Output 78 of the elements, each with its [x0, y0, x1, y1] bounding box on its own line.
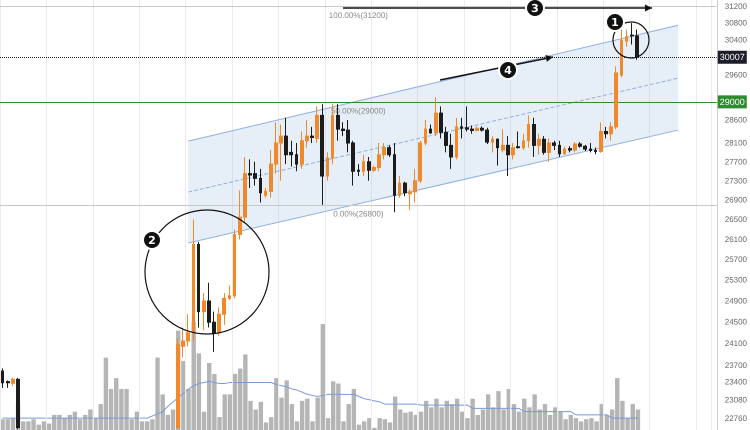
candlestick	[315, 106, 319, 144]
y-tick-label: 24100	[724, 339, 748, 348]
candlestick	[202, 292, 206, 331]
candlestick	[599, 122, 603, 154]
candlestick	[264, 187, 267, 198]
ref-line-label: 100.00%(31200)	[328, 10, 388, 20]
candlestick	[620, 29, 623, 78]
candlestick	[527, 114, 530, 148]
candlestick	[455, 117, 458, 160]
candlestick	[310, 126, 314, 144]
candlestick	[429, 124, 432, 134]
candlestick	[511, 142, 515, 160]
y-tick-label: 24500	[724, 318, 748, 327]
candlestick	[552, 140, 556, 151]
ref-line-label: 30007	[720, 52, 745, 62]
y-tick-label: 25700	[724, 255, 748, 264]
y-tick-label: 26100	[724, 235, 748, 244]
candlestick	[573, 142, 577, 153]
candlestick	[604, 126, 608, 139]
candlestick	[568, 146, 572, 153]
y-tick-label: 30800	[724, 18, 748, 28]
candlestick	[1, 368, 4, 388]
y-tick-label: 23080	[724, 396, 748, 405]
candlestick	[491, 136, 494, 153]
candlestick	[475, 126, 479, 132]
annotation: 4	[504, 64, 512, 77]
candlestick	[542, 136, 546, 156]
candlestick	[434, 96, 438, 137]
y-tick-label: 22760	[724, 414, 748, 423]
y-tick-label: 29600	[724, 70, 748, 80]
y-tick-label: 31200	[724, 2, 748, 11]
candlestick	[547, 138, 551, 162]
candlestick	[11, 377, 15, 387]
candlestick	[532, 117, 536, 158]
candlestick	[367, 156, 371, 182]
candlestick	[326, 152, 329, 182]
candlestick	[387, 144, 391, 158]
annotation: 1	[611, 16, 619, 29]
y-tick-label: 23400	[724, 378, 748, 387]
candlestick	[516, 130, 520, 150]
candlestick	[589, 142, 592, 153]
y-tick-label: 26900	[724, 196, 748, 205]
candlestick	[496, 138, 499, 166]
candlestick	[563, 146, 566, 156]
y-tick-label: 28600	[724, 115, 748, 124]
candlestick	[537, 133, 541, 156]
annotation: 2	[148, 234, 156, 247]
candlestick	[362, 154, 365, 176]
candlestick	[197, 242, 200, 328]
candlestick	[403, 181, 407, 197]
candlestick	[424, 119, 427, 146]
candlestick	[6, 380, 10, 388]
y-tick-label: 26500	[724, 215, 748, 224]
candlestick	[393, 142, 396, 213]
ref-line-label: 29000	[720, 96, 745, 107]
candlestick	[522, 133, 525, 151]
y-tick-label: 30400	[724, 36, 748, 45]
candlestick	[233, 229, 236, 299]
y-tick-label: 27300	[724, 176, 748, 186]
candlestick	[295, 142, 298, 172]
annotation: 3	[531, 2, 539, 15]
candlestick	[398, 175, 401, 198]
candlestick	[228, 284, 231, 300]
candlestick	[501, 128, 505, 153]
y-tick-label: 25300	[724, 276, 748, 285]
candlestick	[320, 104, 324, 206]
y-tick-label: 28100	[724, 138, 748, 148]
y-tick-label: 27700	[724, 157, 748, 166]
candlestick	[357, 164, 360, 176]
candlestick	[558, 140, 561, 158]
ref-line-label: 0.00%(26800)	[333, 209, 384, 218]
y-tick-label: 23700	[724, 361, 748, 370]
y-tick-label: 24900	[724, 296, 748, 306]
candlestick	[625, 29, 628, 48]
candlestick	[594, 147, 597, 155]
candlestick	[506, 136, 510, 176]
candlestick	[460, 117, 463, 139]
candlestick	[259, 168, 262, 203]
